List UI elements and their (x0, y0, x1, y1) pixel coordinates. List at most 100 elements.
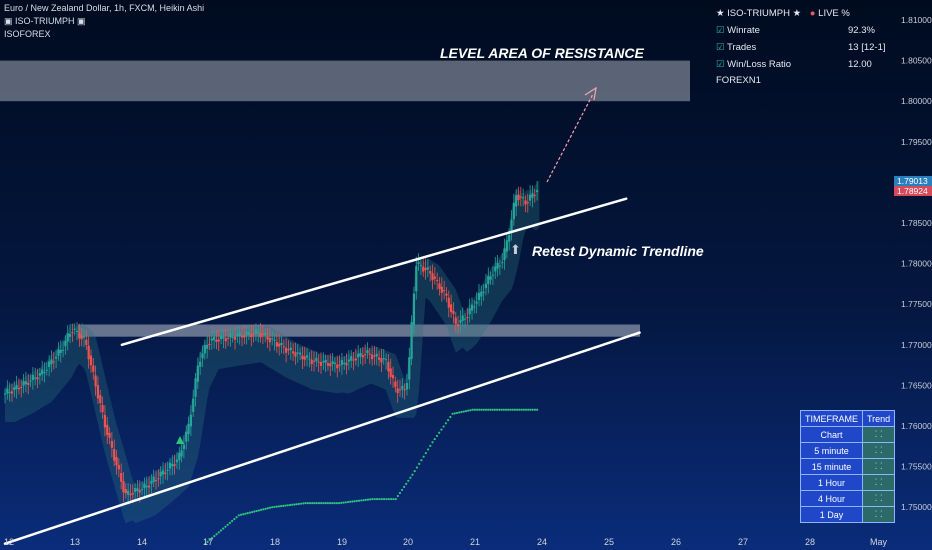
candle-body (257, 332, 260, 334)
dot-marker (349, 500, 352, 503)
dot-marker (429, 444, 432, 447)
candle-body (364, 354, 367, 356)
candle-body (240, 335, 244, 338)
dot-marker (353, 500, 356, 503)
candle-body (294, 352, 297, 357)
candle-body (515, 195, 518, 207)
dot-marker (300, 502, 303, 505)
candle-body (436, 279, 439, 281)
candle-body (224, 338, 227, 342)
candle-body (387, 361, 390, 372)
candle-body (398, 389, 402, 391)
dot-marker (422, 455, 425, 458)
candle-body (110, 441, 113, 448)
candle-body (338, 364, 341, 366)
trend-cell: ⁚ ⁚ (861, 458, 896, 475)
candle-body (501, 262, 504, 264)
dot-marker (520, 408, 523, 411)
y-tick-label: 1.80000 (901, 96, 932, 106)
candle-body (519, 196, 522, 198)
dot-marker (351, 500, 354, 503)
candle-body (243, 335, 246, 338)
extras-layer (176, 86, 597, 444)
dot-marker (264, 507, 267, 510)
dot-marker (304, 502, 307, 505)
candle-body (343, 362, 346, 364)
dot-marker (455, 411, 459, 415)
check-icon: ☑ (716, 25, 725, 36)
candle-body (482, 291, 485, 293)
candle-body (401, 385, 404, 390)
dot-marker (362, 499, 365, 502)
dot-marker (469, 409, 472, 412)
candle-body (531, 193, 534, 198)
dot-marker (331, 502, 334, 505)
stat-label: Winrate (727, 25, 760, 36)
dot-marker (262, 508, 265, 511)
candle-body (157, 478, 160, 480)
dot-marker (396, 494, 399, 498)
dot-marker (268, 506, 272, 509)
candle-body (215, 339, 218, 342)
dot-marker (413, 470, 416, 473)
x-tick-label: 21 (470, 537, 480, 547)
candle-body (375, 353, 378, 357)
dot-marker (380, 497, 383, 501)
candle-body (117, 465, 120, 470)
trendlines-layer (3, 197, 641, 545)
candle-body (315, 358, 318, 362)
candle-body (226, 337, 230, 339)
dot-marker (411, 473, 414, 476)
dot-marker (242, 513, 245, 516)
candle-body (380, 358, 383, 363)
x-tick-label: 20 (403, 537, 413, 547)
dot-marker (237, 514, 240, 517)
x-tick-label: 27 (738, 537, 748, 547)
candle-body (324, 359, 327, 363)
candle-body (422, 266, 425, 272)
candle-body (533, 194, 536, 196)
candle-body (159, 471, 162, 477)
candle-body (175, 459, 179, 463)
candle-body (419, 265, 423, 267)
x-tick-label: 18 (270, 537, 280, 547)
candle-body (106, 424, 109, 436)
candle-body (259, 332, 262, 338)
candle-body (410, 322, 413, 359)
price-label: 1.79013 (897, 176, 928, 186)
dot-marker (295, 503, 298, 506)
stats-title-label: ★ ISO-TRIUMPH ★ (716, 8, 802, 19)
candle-body (352, 359, 355, 361)
dot-marker (409, 476, 412, 479)
candle-body (43, 372, 46, 374)
dot-marker (215, 533, 218, 536)
candle-body (222, 336, 225, 339)
dot-marker (511, 408, 514, 411)
dot-marker (355, 499, 358, 503)
dot-marker (484, 408, 488, 411)
candle-body (8, 392, 11, 394)
dot-marker (277, 505, 280, 508)
candle-body (336, 364, 339, 369)
candle-body (252, 333, 255, 335)
dot-marker (424, 451, 427, 455)
arrow-head-icon (584, 86, 597, 101)
candle-body (213, 336, 216, 341)
dots-layer (204, 408, 539, 545)
dot-marker (495, 408, 499, 411)
dot-marker (482, 408, 485, 411)
candle-body (75, 330, 79, 332)
dot-marker (522, 408, 525, 411)
candle-body (359, 353, 362, 357)
trend-row-label: 1 Day (800, 506, 863, 523)
dot-marker (366, 498, 370, 501)
candle-body (278, 343, 281, 347)
candle-body (350, 356, 353, 361)
candle-body (136, 488, 139, 492)
candle-body (206, 344, 209, 349)
candle-body (231, 336, 234, 338)
dot-marker (426, 448, 430, 451)
candle-body (134, 488, 137, 492)
